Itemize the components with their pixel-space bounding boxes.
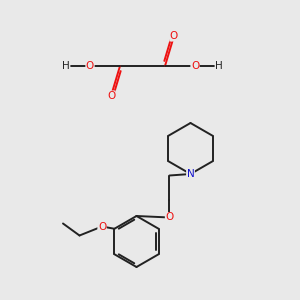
Text: O: O: [86, 61, 94, 71]
Text: O: O: [165, 212, 174, 223]
Text: H: H: [62, 61, 70, 71]
Text: O: O: [107, 91, 115, 101]
Text: O: O: [191, 61, 199, 71]
Text: H: H: [215, 61, 223, 71]
Text: O: O: [170, 31, 178, 41]
Text: O: O: [98, 221, 106, 232]
Text: N: N: [187, 169, 194, 179]
